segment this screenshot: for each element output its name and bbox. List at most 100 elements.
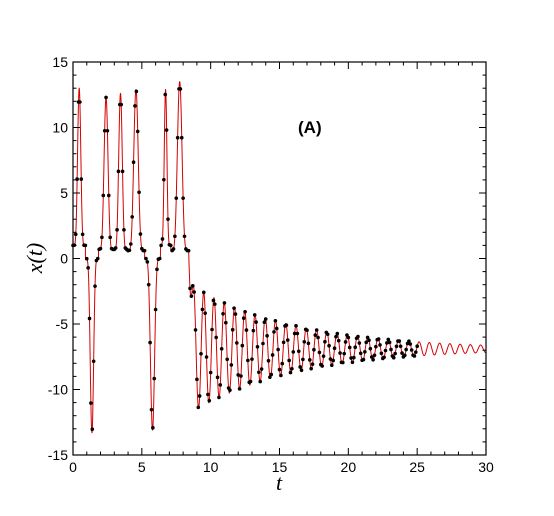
data-point — [248, 379, 253, 384]
data-point — [122, 228, 126, 232]
data-point — [294, 323, 298, 328]
data-point — [100, 235, 104, 240]
data-point — [221, 312, 225, 316]
data-point — [268, 375, 272, 379]
data-point — [295, 331, 300, 336]
data-point — [144, 256, 148, 261]
data-point — [397, 339, 402, 343]
data-point — [306, 341, 311, 346]
data-point — [84, 256, 89, 261]
data-point — [159, 243, 163, 248]
data-point — [104, 95, 108, 100]
data-point — [137, 190, 141, 195]
data-point — [280, 361, 285, 366]
data-point — [330, 363, 334, 368]
data-point — [287, 358, 291, 363]
data-point — [164, 128, 169, 132]
data-point — [204, 355, 209, 359]
data-point — [160, 237, 165, 241]
data-point — [210, 327, 214, 332]
data-point — [279, 373, 283, 378]
data-point — [232, 306, 236, 310]
data-point — [80, 232, 85, 237]
data-point — [163, 92, 168, 97]
data-point — [236, 373, 240, 377]
data-point — [296, 349, 301, 354]
data-point — [298, 365, 302, 369]
data-point — [108, 235, 112, 240]
data-point — [252, 313, 257, 317]
data-point — [217, 395, 221, 400]
data-point — [190, 284, 195, 288]
data-point — [168, 243, 173, 248]
data-point — [201, 290, 206, 295]
data-point — [408, 342, 413, 346]
data-point — [365, 335, 370, 340]
data-point — [135, 129, 140, 134]
data-point — [309, 366, 313, 371]
data-point — [314, 328, 319, 332]
data-point — [371, 358, 375, 362]
data-point — [393, 351, 397, 356]
data-point — [192, 290, 196, 294]
data-point — [312, 347, 316, 352]
data-point — [244, 328, 249, 332]
data-point — [186, 248, 191, 253]
x-tick-label: 15 — [272, 459, 288, 475]
data-point — [102, 128, 107, 133]
data-point — [305, 328, 309, 332]
data-point — [157, 256, 162, 261]
data-point — [346, 335, 351, 340]
data-point — [272, 330, 276, 334]
data-point — [387, 340, 392, 345]
data-point — [255, 344, 260, 349]
data-point — [277, 367, 282, 372]
x-axis-title: t — [276, 470, 283, 495]
y-tick-label: 5 — [60, 185, 68, 201]
data-point — [113, 246, 118, 250]
x-tick-label: 0 — [69, 459, 77, 475]
data-point — [358, 351, 363, 356]
data-point — [193, 328, 198, 332]
data-point — [224, 320, 228, 325]
data-point — [230, 327, 235, 332]
panel-label: (A) — [298, 118, 322, 137]
data-point — [98, 246, 103, 251]
y-tick-label: -10 — [48, 382, 68, 398]
data-point — [73, 232, 78, 237]
data-point — [290, 366, 294, 371]
data-point — [152, 376, 157, 381]
data-point — [243, 309, 247, 314]
y-tick-label: -5 — [56, 316, 69, 332]
data-point — [364, 340, 369, 345]
data-point — [415, 344, 419, 349]
data-point — [317, 350, 322, 355]
data-point — [376, 337, 381, 341]
data-point — [342, 351, 347, 356]
data-point — [352, 355, 356, 360]
data-point — [335, 331, 340, 336]
data-point — [409, 348, 414, 352]
data-point — [368, 346, 373, 351]
data-point — [276, 347, 280, 352]
data-point — [199, 351, 203, 356]
data-point — [363, 350, 367, 354]
data-point — [259, 367, 264, 371]
data-point — [334, 334, 338, 339]
data-point — [258, 379, 263, 384]
data-point — [343, 340, 348, 344]
data-point — [127, 248, 132, 253]
data-point — [372, 353, 377, 358]
data-point — [239, 374, 243, 378]
data-point — [145, 260, 150, 264]
data-point — [116, 169, 121, 174]
data-point — [129, 242, 133, 246]
data-point — [189, 294, 194, 298]
data-point — [149, 407, 154, 412]
data-point — [349, 356, 353, 360]
data-point — [413, 350, 418, 354]
data-point — [389, 347, 393, 352]
data-point — [211, 298, 216, 303]
